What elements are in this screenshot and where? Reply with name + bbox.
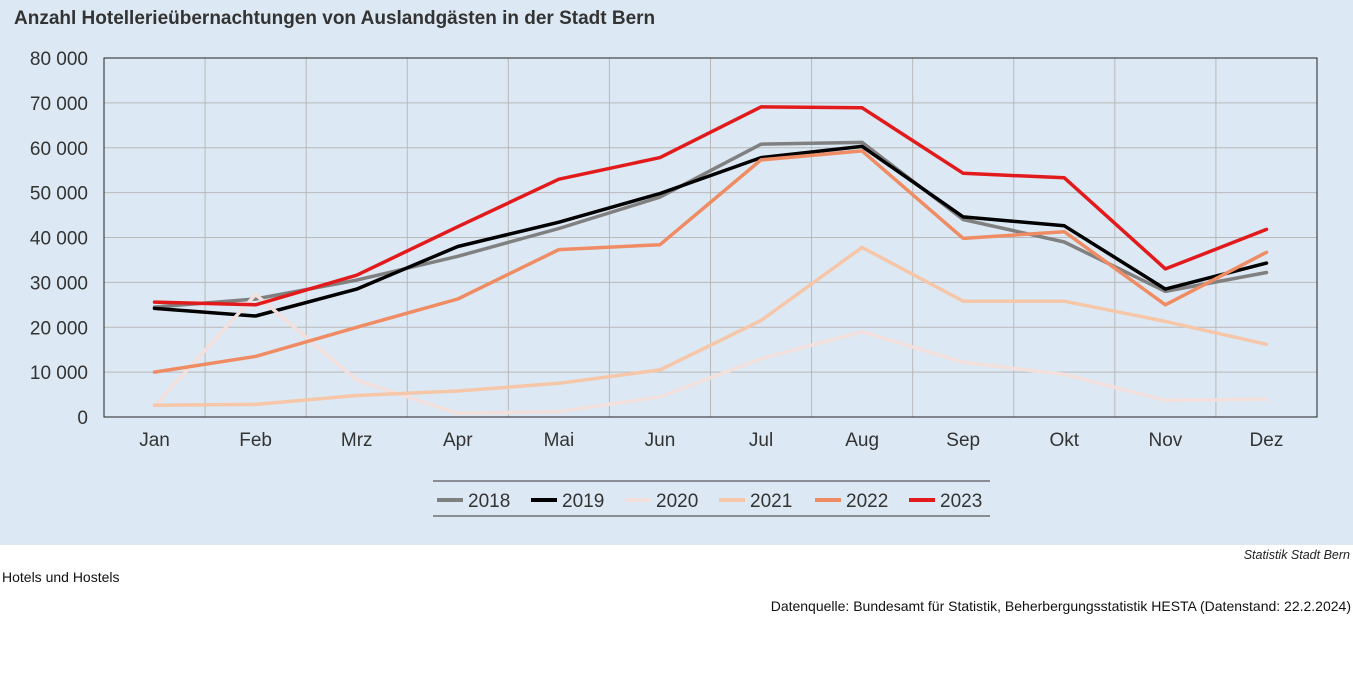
chart-footnote: Hotels und Hostels	[2, 569, 120, 585]
legend-label-2022: 2022	[846, 491, 888, 512]
y-tick-label: 50 000	[30, 184, 88, 205]
x-tick-label: Okt	[1050, 430, 1080, 451]
y-tick-label: 70 000	[30, 94, 88, 115]
y-tick-label: 80 000	[30, 49, 88, 70]
legend-label-2021: 2021	[750, 491, 792, 512]
line-chart: 0 10 000 20 000 30 000 40 000 50 000 60 000 70 …	[30, 49, 1318, 517]
series-line-2021	[152, 245, 1269, 408]
y-tick-label: 10 000	[30, 363, 88, 384]
series-line-2019	[152, 144, 1269, 318]
legend-label-2020: 2020	[656, 491, 698, 512]
chart-panel: Anzahl Hotellerieübernachtungen von Ausl…	[0, 0, 1353, 545]
y-tick-label: 20 000	[30, 318, 88, 339]
data-source: Datenquelle: Bundesamt für Statistik, Be…	[770, 598, 1351, 614]
chart-credit: Statistik Stadt Bern	[1243, 548, 1350, 562]
plot-frame	[103, 57, 1318, 418]
x-tick-label: Apr	[443, 430, 473, 451]
legend-label-2023: 2023	[940, 491, 982, 512]
series-line-2020	[152, 292, 1269, 416]
y-tick-label: 30 000	[30, 273, 88, 294]
legend-label-2018: 2018	[468, 491, 510, 512]
series-line-2023	[152, 105, 1269, 307]
x-tick-label: Jun	[645, 430, 676, 451]
series-line-2018	[152, 140, 1269, 309]
y-tick-label: 60 000	[30, 139, 88, 160]
x-tick-label: Aug	[845, 430, 879, 451]
x-tick-label: Nov	[1148, 430, 1182, 451]
x-tick-label: Mai	[544, 430, 575, 451]
x-tick-label: Dez	[1250, 430, 1284, 451]
x-tick-label: Jan	[139, 430, 170, 451]
x-tick-label: Feb	[239, 430, 272, 451]
x-tick-label: Mrz	[341, 430, 373, 451]
x-tick-label: Sep	[946, 430, 980, 451]
chart-title: Anzahl Hotellerieübernachtungen von Ausl…	[14, 8, 656, 29]
y-tick-label: 0	[77, 408, 88, 429]
series-line-2022	[152, 149, 1269, 374]
x-tick-label: Jul	[749, 430, 773, 451]
y-tick-label: 40 000	[30, 229, 88, 250]
legend-label-2019: 2019	[562, 491, 604, 512]
